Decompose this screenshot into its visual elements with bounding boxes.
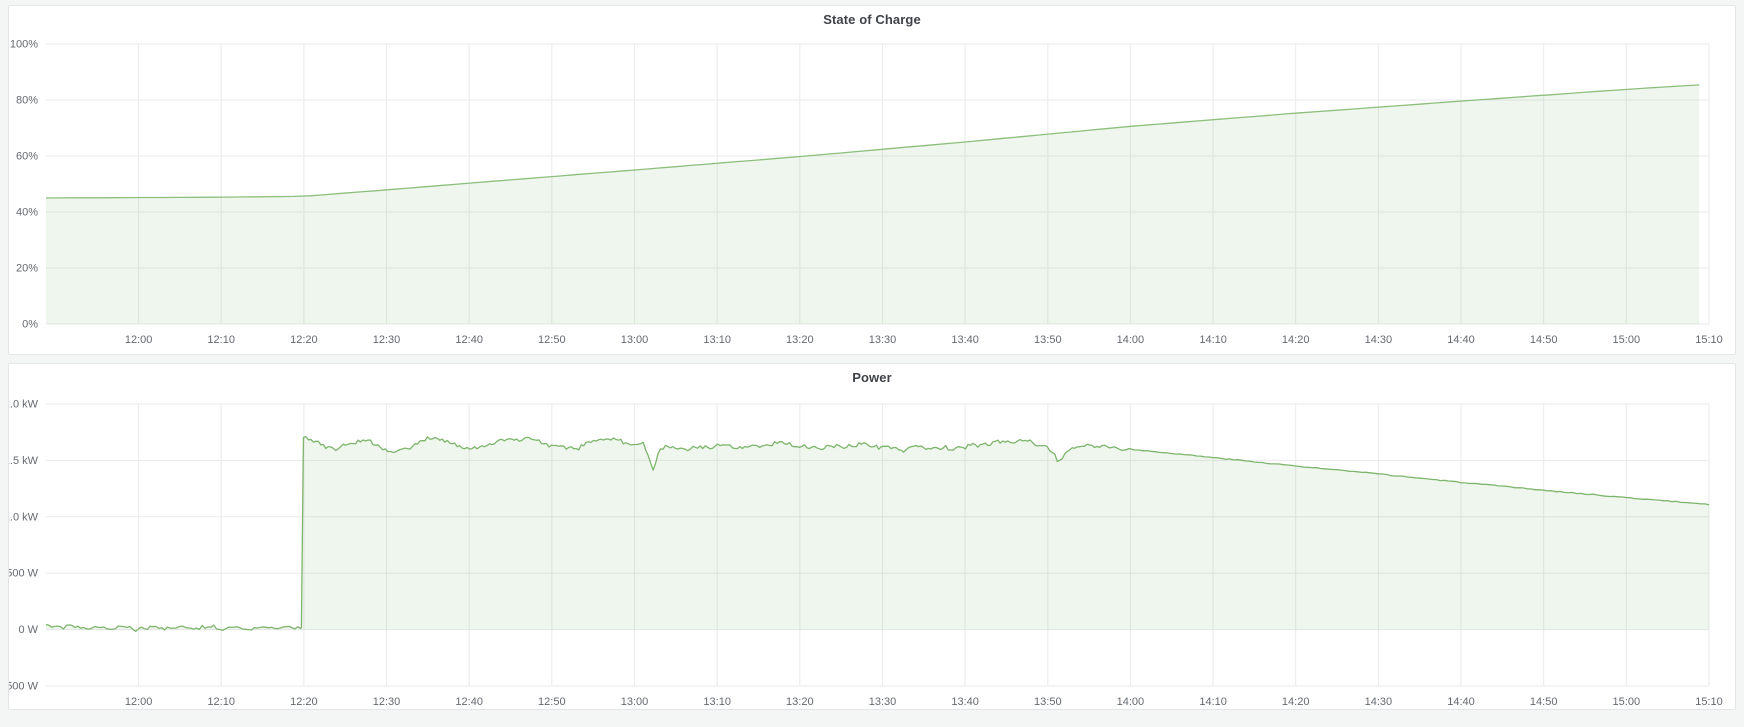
x-tick-label: 12:50 [538, 696, 566, 708]
x-tick-label: 12:40 [455, 334, 483, 346]
y-tick-label: 80% [16, 95, 38, 107]
x-tick-label: 15:10 [1695, 696, 1723, 708]
x-tick-label: 12:10 [207, 334, 235, 346]
x-tick-label: 12:30 [373, 334, 401, 346]
x-tick-label: 14:40 [1447, 696, 1475, 708]
x-tick-label: 14:40 [1447, 334, 1475, 346]
series-fill-state-of-charge [46, 84, 1700, 325]
y-tick-label: 2.0 kW [9, 399, 39, 411]
y-tick-label: 1.0 kW [9, 511, 39, 523]
x-tick-label: 13:30 [869, 334, 897, 346]
y-tick-label: 1.5 kW [9, 455, 39, 467]
x-tick-label: 13:30 [869, 696, 897, 708]
x-tick-label: 15:10 [1695, 334, 1723, 346]
series-line-state-of-charge [45, 84, 1700, 199]
panel-power: Power -500 W 0 W 500 W 1.0 kW 1.5 kW 2.0 kW 12… [3, 363, 1737, 710]
x-tick-label: 12:30 [373, 696, 401, 708]
x-tick-label: 14:50 [1530, 334, 1558, 346]
y-tick-label: 0% [22, 319, 38, 331]
x-tick-label: 14:10 [1199, 696, 1227, 708]
x-tick-label: 14:10 [1199, 334, 1227, 346]
x-tick-label: 14:50 [1530, 696, 1558, 708]
y-tick-label: 20% [16, 263, 38, 275]
x-tick-label: 14:20 [1282, 696, 1310, 708]
x-tick-label: 15:00 [1613, 696, 1641, 708]
x-tick-label: 13:40 [951, 334, 979, 346]
panel-title-power[interactable]: Power [852, 369, 892, 385]
panel-title-state-of-charge[interactable]: State of Charge [823, 11, 921, 27]
series-line-power [45, 435, 1710, 633]
x-tick-label: 13:00 [621, 696, 649, 708]
x-tick-label: 14:30 [1365, 696, 1393, 708]
x-tick-label: 12:20 [290, 334, 318, 346]
x-tick-label: 13:10 [703, 334, 731, 346]
x-tick-label: 12:50 [538, 334, 566, 346]
y-tick-label: 40% [16, 207, 38, 219]
x-tick-label: 12:10 [207, 696, 235, 708]
x-tick-label: 13:20 [786, 696, 814, 708]
state-of-charge-chart[interactable]: 0% 20% 40% 60% 80% 100% 12:00 12:10 12:20 12:30 12… [9, 32, 1737, 354]
x-tick-label: 12:00 [125, 696, 153, 708]
panel-header: Power [9, 364, 1735, 390]
series-fill-power [46, 436, 1709, 632]
y-tick-label: 100% [10, 39, 38, 51]
x-tick-label: 13:50 [1034, 696, 1062, 708]
x-tick-label: 15:00 [1613, 334, 1641, 346]
x-tick-label: 13:20 [786, 334, 814, 346]
x-tick-label: 12:40 [455, 696, 483, 708]
x-tick-label: 12:20 [290, 696, 318, 708]
y-tick-label: 0 W [18, 624, 38, 636]
x-tick-label: 14:00 [1117, 696, 1145, 708]
panel-state-of-charge: State of Charge 0% 20% 40% 60% 80% 100% 12:00 1… [8, 5, 1736, 355]
y-tick-label: 500 W [9, 568, 39, 580]
x-tick-label: 14:00 [1117, 334, 1145, 346]
panel-header: State of Charge [9, 6, 1735, 32]
x-tick-label: 14:20 [1282, 334, 1310, 346]
x-tick-label: 13:10 [703, 696, 731, 708]
power-chart[interactable]: -500 W 0 W 500 W 1.0 kW 1.5 kW 2.0 kW 12:00 12:… [3, 390, 1737, 709]
y-tick-label: -500 W [9, 681, 39, 693]
x-tick-label: 14:30 [1365, 334, 1393, 346]
y-tick-label: 60% [16, 151, 38, 163]
x-tick-label: 13:40 [951, 696, 979, 708]
x-tick-label: 12:00 [125, 334, 153, 346]
x-tick-label: 13:50 [1034, 334, 1062, 346]
x-tick-label: 13:00 [621, 334, 649, 346]
